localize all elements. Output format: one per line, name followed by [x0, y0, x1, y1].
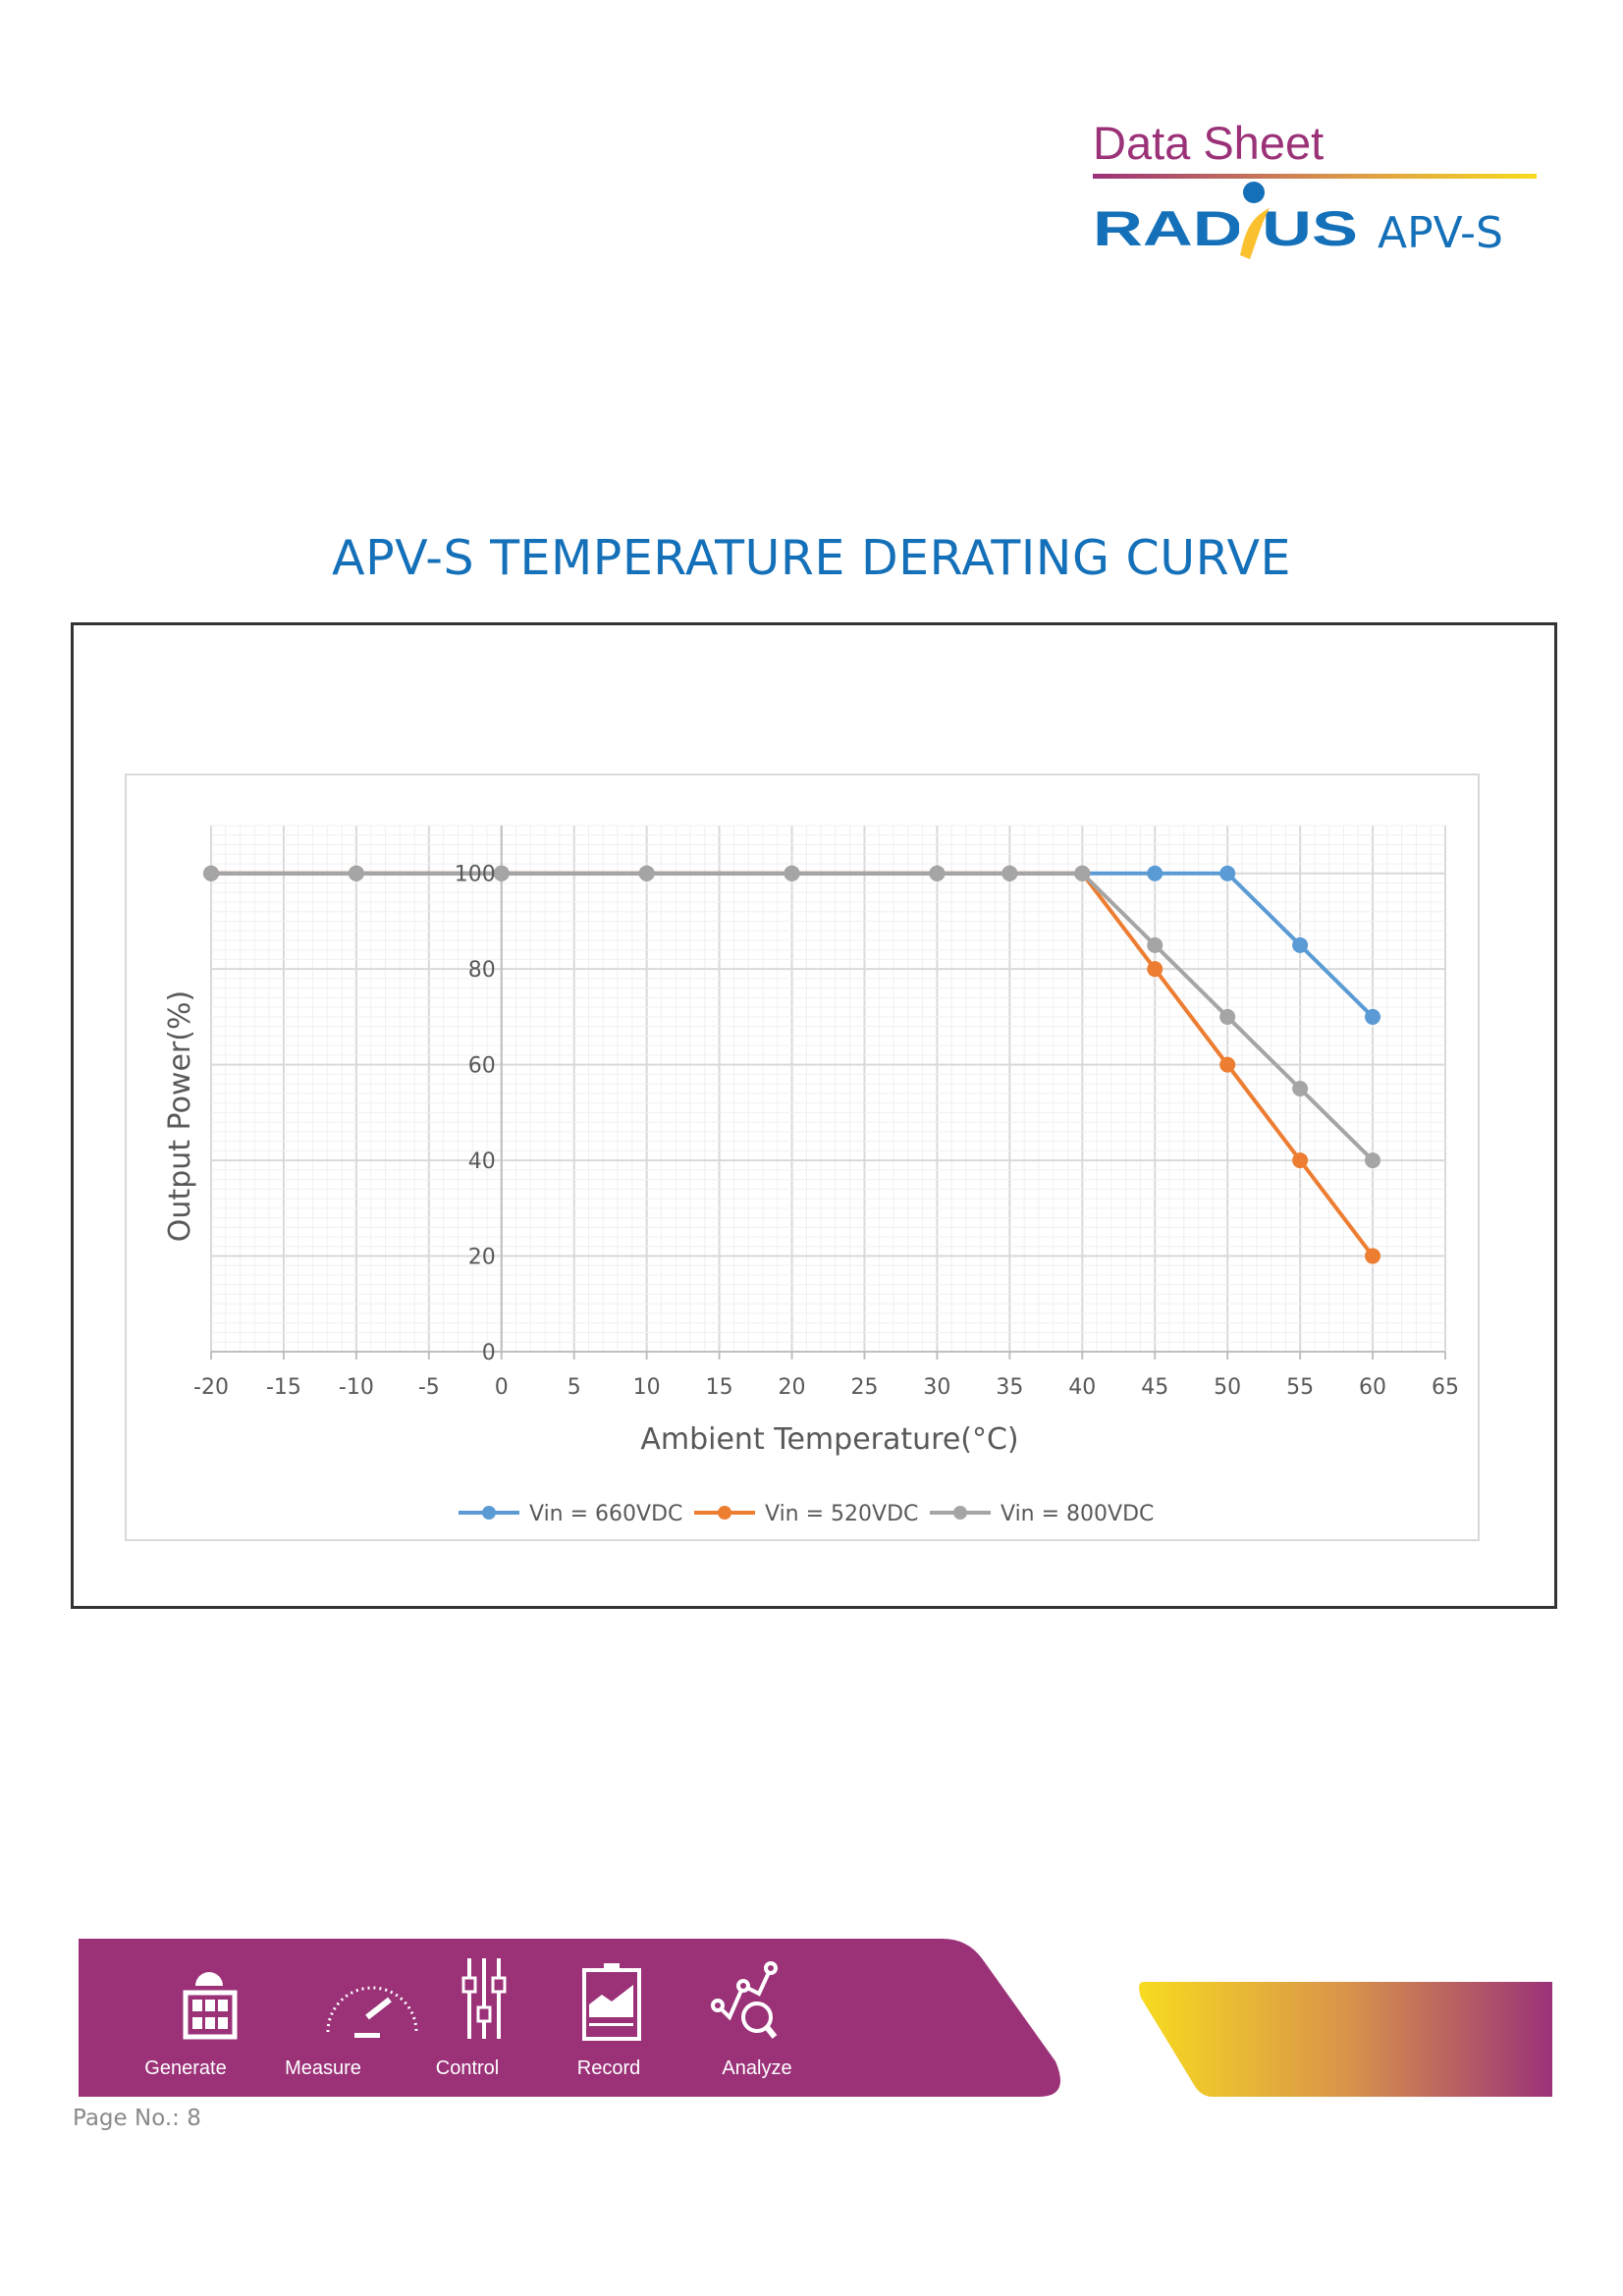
logo-figure-body [1240, 208, 1270, 259]
footer-item-generate: Generate [144, 2057, 227, 2079]
x-tick-label: -10 [339, 1375, 374, 1400]
data-point [1074, 865, 1091, 881]
x-tick-label: 55 [1286, 1375, 1314, 1400]
x-tick-label: 60 [1359, 1375, 1386, 1400]
data-point [929, 865, 946, 881]
data-point [1147, 865, 1163, 881]
data-point [1292, 936, 1309, 953]
sliders-icon [461, 1958, 507, 2039]
data-point [784, 865, 800, 881]
clipboard-chart-icon [582, 1963, 641, 2041]
chart-frame [125, 774, 1480, 1541]
x-tick-label: 10 [633, 1375, 661, 1400]
x-tick-label: 35 [996, 1375, 1023, 1400]
x-tick-label: 30 [923, 1375, 950, 1400]
x-tick-label: 25 [850, 1375, 878, 1400]
legend-label: Vin = 660VDC [529, 1502, 682, 1526]
data-point [1147, 961, 1163, 978]
y-axis-label: Output Power(%) [163, 990, 197, 1242]
product-name: APV-S [1378, 208, 1503, 258]
legend-swatch-marker [953, 1506, 967, 1520]
data-point [1365, 1248, 1381, 1264]
x-tick-label: 5 [568, 1375, 581, 1400]
legend-label: Vin = 800VDC [1001, 1502, 1154, 1526]
brand-name: RADIUS [1093, 201, 1358, 256]
y-tick-label: 60 [468, 1054, 496, 1079]
legend-label: Vin = 520VDC [765, 1502, 918, 1526]
derating-chart: -20 -15 -10 -5 0 5 10 15 20 25 30 35 40 45 50 55 60 65 0 20… [163, 825, 1459, 1526]
data-point [203, 865, 219, 881]
axes [210, 826, 1446, 1360]
x-tick-label: -20 [193, 1375, 229, 1400]
tick-labels: -20 -15 -10 -5 0 5 10 15 20 25 30 35 40 45 50 55 60 65 0 20… [193, 863, 1459, 1400]
solar-panel-icon [183, 1972, 238, 2040]
y-tick-label: 20 [468, 1246, 496, 1270]
x-tick-label: 40 [1068, 1375, 1096, 1400]
page-number: Page No.: 8 [73, 2106, 201, 2131]
footer-item-record: Record [576, 2057, 641, 2079]
page-title: APV-S TEMPERATURE DERATING CURVE [332, 530, 1291, 586]
x-tick-label: -15 [266, 1375, 301, 1400]
footer-item-analyze: Analyze [722, 2057, 792, 2079]
legend: Vin = 660VDC Vin = 520VDC Vin = 800VDC [459, 1502, 1154, 1526]
data-point [1001, 865, 1018, 881]
x-tick-label: 50 [1214, 1375, 1241, 1400]
series-line [211, 871, 1375, 1162]
footer-gradient-accent [1139, 1982, 1552, 2097]
x-tick-label: 20 [779, 1375, 806, 1400]
footer-item-measure: Measure [285, 2057, 361, 2079]
data-point [1219, 1056, 1236, 1073]
data-point [638, 865, 655, 881]
gauge-icon [326, 1986, 418, 2038]
x-tick-label: -5 [418, 1375, 440, 1400]
y-tick-label: 40 [468, 1149, 496, 1174]
x-tick-label: 15 [706, 1375, 733, 1400]
legend-swatch-marker [482, 1506, 496, 1520]
legend-swatch-marker [718, 1506, 731, 1520]
x-axis-label: Ambient Temperature(°C) [640, 1422, 1018, 1457]
data-point [1219, 1008, 1236, 1025]
footer-item-control: Control [435, 2057, 500, 2079]
x-tick-label: 65 [1432, 1375, 1459, 1400]
radius-logo: RADIUS APV-S [1093, 182, 1503, 259]
data-point [1147, 936, 1163, 953]
y-tick-label: 80 [468, 958, 496, 983]
x-tick-label: 45 [1141, 1375, 1168, 1400]
data-point [1292, 1081, 1309, 1096]
x-tick-label: 0 [495, 1375, 509, 1400]
series-layer [203, 865, 1381, 1264]
data-point [1292, 1152, 1309, 1169]
y-tick-label: 0 [482, 1341, 496, 1365]
data-point [1365, 1008, 1381, 1025]
header-divider [1093, 174, 1537, 179]
data-point [348, 865, 364, 881]
doc-type-label: Data Sheet [1093, 117, 1325, 169]
data-point [1365, 1152, 1381, 1169]
chart-border [71, 622, 1557, 1609]
y-tick-label: 100 [455, 863, 496, 887]
footer-band [79, 1939, 1552, 2097]
analytics-magnifier-icon [711, 1961, 778, 2039]
logo-figure-head [1243, 182, 1265, 203]
data-point [1219, 865, 1236, 881]
data-point [493, 865, 510, 881]
